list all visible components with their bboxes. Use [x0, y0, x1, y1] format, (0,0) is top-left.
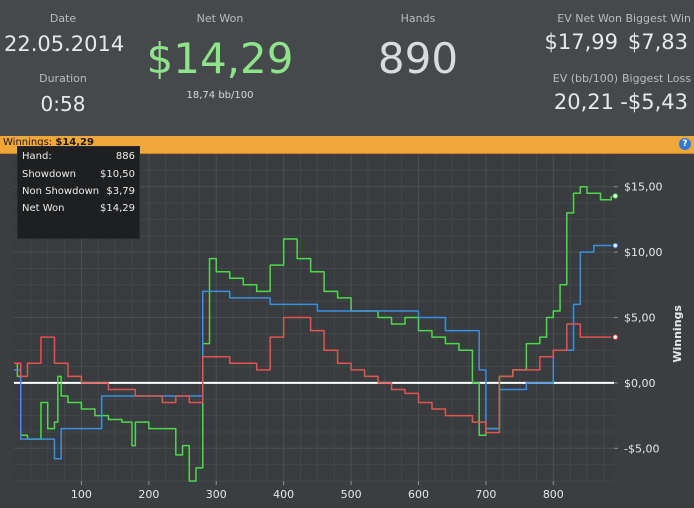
- ev-bb-label: EV (bb/100): [552, 72, 618, 85]
- duration-label: Duration: [39, 72, 87, 85]
- ev-bb-value: 20,21: [553, 90, 614, 114]
- biggest-loss-label: Biggest Loss: [621, 72, 691, 85]
- hands-value: 890: [377, 34, 459, 83]
- net-won-value: $14,29: [146, 34, 294, 83]
- winnings-chart: $15,00 $10,00 $5,00 $0,00 -$5,00 100 200 300 400…: [0, 146, 694, 504]
- y-tick-label: $15,00: [624, 181, 663, 194]
- y-axis-label: Winnings: [671, 305, 684, 363]
- biggest-win-label: Biggest Win: [625, 12, 691, 25]
- tooltip-value: $3,79: [106, 186, 135, 197]
- axis-layer: $15,00 $10,00 $5,00 $0,00 -$5,00 100 200 300 400…: [71, 181, 684, 501]
- x-tick-label: 800: [543, 488, 564, 501]
- x-tick-label: 100: [71, 488, 92, 501]
- x-tick-label: 700: [475, 488, 496, 501]
- series-line-1: [14, 244, 612, 460]
- help-icon[interactable]: ?: [679, 138, 691, 150]
- x-tick-label: 600: [408, 488, 429, 501]
- x-tick-label: 300: [206, 488, 227, 501]
- y-tick-label: $10,00: [624, 246, 663, 259]
- y-tick-label: -$5,00: [624, 442, 659, 455]
- biggest-loss-value: -$5,43: [620, 90, 688, 114]
- net-won-label: Net Won: [196, 12, 244, 25]
- series-line-0: [14, 185, 613, 482]
- tooltip-value: 886: [115, 151, 135, 162]
- series-end-marker-2: [612, 334, 619, 340]
- series-end-marker-1: [612, 242, 619, 249]
- y-tick-label: $0,00: [624, 377, 656, 390]
- series-layer: [14, 185, 619, 482]
- tooltip-key: Non Showdown: [22, 186, 100, 197]
- series-line-2: [14, 316, 612, 434]
- winnings-bar-text: Winnings: $14,29: [3, 137, 94, 148]
- tooltip-value: $10,50: [100, 169, 135, 180]
- series-end-marker-0: [612, 193, 619, 199]
- net-won-bb: 18,74 bb/100: [186, 90, 254, 101]
- tooltip-key: Hand:: [22, 151, 52, 162]
- x-tick-label: 400: [273, 488, 294, 501]
- tooltip-key: Net Won: [22, 203, 65, 214]
- ev-net-won-value: $17,99: [544, 30, 618, 54]
- winnings-value: $14,29: [55, 137, 94, 148]
- x-tick-label: 500: [341, 488, 362, 501]
- hand-tooltip: Hand: 886 Showdown $10,50 Non Showdown $…: [17, 146, 140, 239]
- winnings-label: Winnings:: [3, 137, 53, 148]
- stats-header: Date 22.05.2014 Duration 0:58 Net Won $1…: [0, 0, 694, 136]
- date-label: Date: [49, 12, 77, 25]
- tooltip-value: $14,29: [100, 203, 135, 214]
- biggest-win-value: $7,83: [627, 30, 688, 54]
- duration-value: 0:58: [40, 92, 86, 116]
- y-tick-label: $5,00: [624, 312, 656, 325]
- date-value: 22.05.2014: [4, 32, 125, 56]
- hands-label: Hands: [400, 12, 436, 25]
- tooltip-key: Showdown: [22, 169, 76, 180]
- ev-net-won-label: EV Net Won: [557, 12, 622, 25]
- x-tick-label: 200: [138, 488, 159, 501]
